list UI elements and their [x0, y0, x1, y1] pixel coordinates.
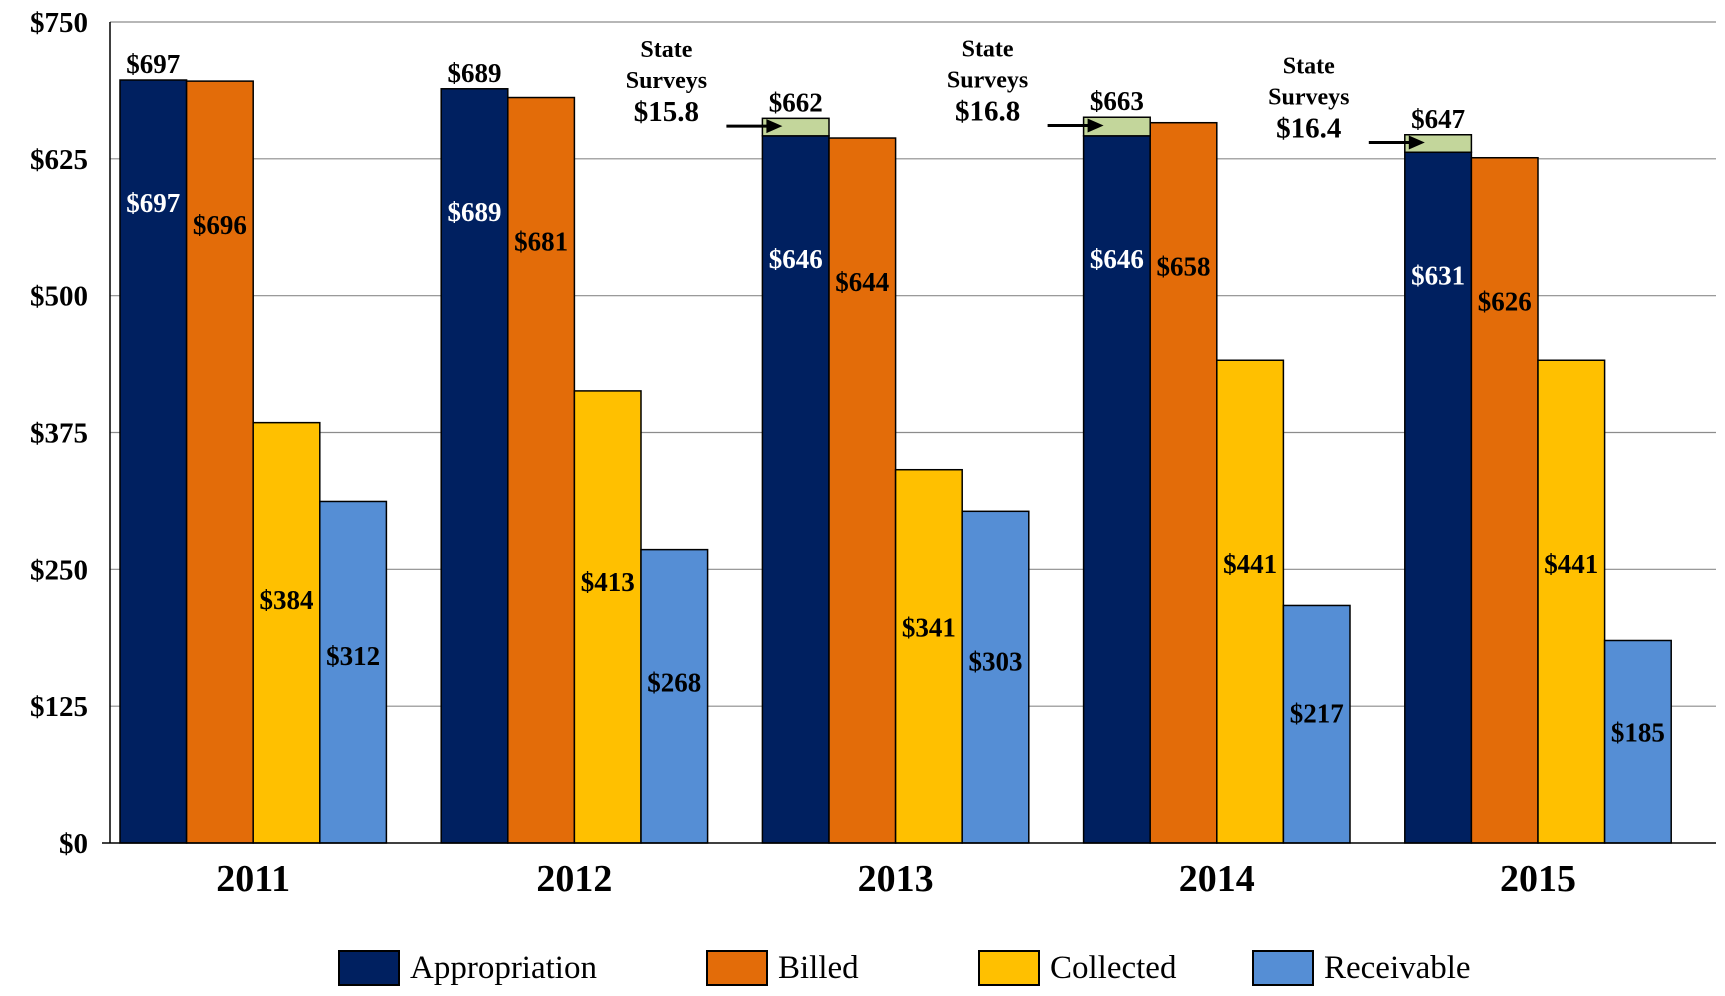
- bar-receivable-2012: [640, 548, 709, 844]
- legend-item-collected: Collected: [978, 948, 1176, 988]
- bar-collected-2012: [573, 390, 642, 844]
- y-tick-label: $625: [30, 144, 88, 176]
- y-tick-label: $0: [59, 828, 88, 860]
- y-tick-label: $250: [30, 554, 88, 586]
- data-label-appropriation: $697: [126, 188, 180, 218]
- bars: [119, 79, 1672, 844]
- appropriation-total-label: $647: [1411, 104, 1465, 134]
- state-surveys-title-line2: Surveys: [626, 68, 707, 94]
- data-label-appropriation: $646: [1090, 244, 1144, 274]
- axes: $0 $125 $250 $375 $500 $625 $750 2011 2012 2013 20…: [30, 7, 1716, 900]
- x-tick-label-2012: 2012: [536, 858, 612, 900]
- legend-swatch: [338, 950, 400, 986]
- data-label-appropriation: $646: [769, 244, 823, 274]
- x-tick-label-2013: 2013: [858, 858, 934, 900]
- appropriation-total-label: $689: [448, 58, 502, 88]
- data-label-receivable: $185: [1611, 718, 1665, 748]
- state-surveys-annotations: StateSurveys$15.8StateSurveys$16.8StateS…: [626, 37, 1425, 150]
- data-label-collected: $441: [1223, 549, 1277, 579]
- x-tick-label-2014: 2014: [1179, 858, 1255, 900]
- appropriation-total-label: $697: [126, 49, 180, 79]
- data-label-collected: $441: [1544, 549, 1598, 579]
- y-tick-label: $500: [30, 281, 88, 313]
- state-surveys-value: $15.8: [634, 96, 699, 128]
- state-surveys-title-line1: State: [1283, 54, 1335, 80]
- bar-collected-2014: [1216, 359, 1285, 844]
- y-tick-label: $125: [30, 691, 88, 723]
- x-tick-label-2015: 2015: [1500, 858, 1576, 900]
- y-tick-label: $750: [30, 7, 88, 39]
- bar-receivable-2011: [319, 500, 388, 844]
- data-label-billed: $626: [1478, 287, 1532, 317]
- bar-billed-2011: [185, 80, 254, 844]
- bar-collected-2015: [1537, 359, 1606, 844]
- labels: $697 $696 $384 $312 $697 $689 $681 $413 $268 $689…: [126, 49, 1665, 748]
- bar-collected-2011: [252, 421, 321, 844]
- bar-billed-2013: [828, 137, 897, 844]
- state-surveys-arrow-head: [1087, 118, 1104, 133]
- data-label-collected: $384: [260, 585, 314, 615]
- bar-chart: $0 $125 $250 $375 $500 $625 $750 2011 2012 2013 20…: [30, 7, 1716, 900]
- data-label-receivable: $217: [1290, 698, 1344, 728]
- x-tick-label-2011: 2011: [216, 858, 290, 900]
- data-label-billed: $696: [193, 210, 247, 240]
- data-label-collected: $413: [581, 567, 635, 597]
- legend-label: Billed: [778, 949, 859, 986]
- data-label-appropriation: $689: [448, 197, 502, 227]
- bar-receivable-2013: [961, 510, 1030, 844]
- data-label-billed: $644: [835, 267, 889, 297]
- appropriation-total-label: $663: [1090, 86, 1144, 116]
- y-tick-label: $375: [30, 418, 88, 450]
- legend-label: Collected: [1050, 949, 1177, 986]
- bar-billed-2014: [1149, 121, 1218, 844]
- state-surveys-title-line2: Surveys: [947, 68, 1028, 94]
- legend-item-appropriation: Appropriation: [338, 948, 597, 988]
- legend-label: Receivable: [1324, 949, 1471, 986]
- data-label-receivable: $303: [969, 647, 1023, 677]
- state-surveys-title-line1: State: [640, 37, 692, 63]
- bar-billed-2012: [507, 96, 576, 844]
- data-label-receivable: $268: [647, 668, 701, 698]
- data-label-billed: $681: [514, 227, 568, 257]
- bar-collected-2013: [894, 468, 963, 844]
- legend-item-receivable: Receivable: [1252, 948, 1471, 988]
- data-label-collected: $341: [902, 612, 956, 642]
- legend-item-billed: Billed: [706, 948, 859, 988]
- legend-swatch: [706, 950, 768, 986]
- data-label-appropriation: $631: [1411, 260, 1465, 290]
- state-surveys-value: $16.8: [955, 96, 1020, 128]
- legend-label: Appropriation: [410, 949, 597, 986]
- data-label-receivable: $312: [326, 641, 380, 671]
- bar-appropriation-2013: [761, 135, 830, 844]
- appropriation-total-label: $662: [769, 87, 823, 117]
- bar-appropriation-2015: [1404, 151, 1473, 844]
- state-surveys-title-line1: State: [962, 37, 1014, 63]
- legend: Appropriation Billed Collected Receivable: [0, 948, 1725, 996]
- legend-swatch: [978, 950, 1040, 986]
- state-surveys-arrow-head: [1408, 135, 1425, 150]
- bar-billed-2015: [1470, 156, 1539, 844]
- state-surveys-value: $16.4: [1276, 113, 1341, 145]
- state-surveys-title-line2: Surveys: [1268, 85, 1349, 111]
- data-label-billed: $658: [1157, 252, 1211, 282]
- bar-appropriation-2014: [1082, 135, 1151, 844]
- legend-swatch: [1252, 950, 1314, 986]
- state-surveys-arrow-head: [766, 119, 783, 134]
